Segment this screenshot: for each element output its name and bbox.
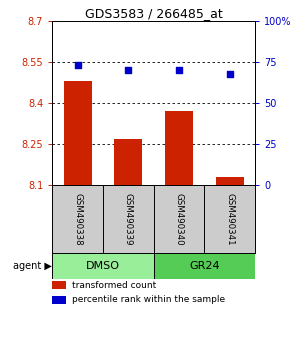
Point bbox=[227, 71, 232, 76]
Point bbox=[177, 68, 182, 73]
Text: agent ▶: agent ▶ bbox=[13, 261, 52, 271]
Text: percentile rank within the sample: percentile rank within the sample bbox=[72, 295, 226, 304]
Bar bbox=[114, 139, 142, 185]
Bar bbox=[64, 81, 92, 185]
Text: GSM490338: GSM490338 bbox=[73, 193, 82, 246]
Bar bbox=[52, 253, 154, 279]
Text: GR24: GR24 bbox=[189, 261, 220, 271]
Text: GSM490341: GSM490341 bbox=[225, 193, 234, 246]
Bar bbox=[52, 296, 66, 304]
Title: GDS3583 / 266485_at: GDS3583 / 266485_at bbox=[85, 7, 223, 20]
Point bbox=[126, 68, 130, 73]
Bar bbox=[52, 281, 66, 289]
Bar bbox=[154, 253, 255, 279]
Text: GSM490339: GSM490339 bbox=[124, 193, 133, 245]
Text: DMSO: DMSO bbox=[86, 261, 120, 271]
Point bbox=[75, 63, 80, 68]
Bar bbox=[165, 112, 193, 185]
Text: transformed count: transformed count bbox=[72, 281, 157, 290]
Bar bbox=[216, 177, 244, 185]
Text: GSM490340: GSM490340 bbox=[175, 193, 184, 246]
